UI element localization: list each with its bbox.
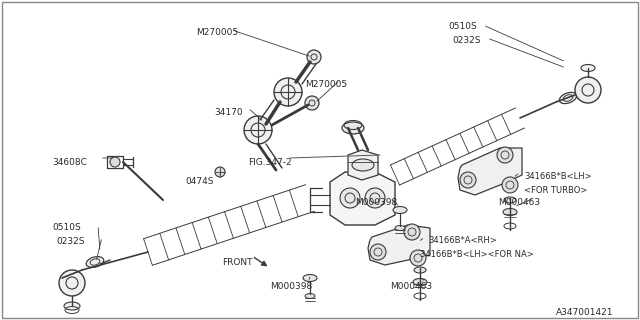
Text: <FOR TURBO>: <FOR TURBO>: [524, 186, 588, 195]
Text: FRONT: FRONT: [222, 258, 253, 267]
Ellipse shape: [414, 267, 426, 273]
Circle shape: [575, 77, 601, 103]
Circle shape: [215, 167, 225, 177]
Ellipse shape: [303, 275, 317, 282]
Text: A347001421: A347001421: [556, 308, 614, 317]
Circle shape: [460, 172, 476, 188]
Text: FIG.347-2: FIG.347-2: [248, 158, 292, 167]
Text: 0510S: 0510S: [448, 22, 477, 31]
Ellipse shape: [503, 209, 517, 215]
Circle shape: [340, 188, 360, 208]
Ellipse shape: [352, 159, 374, 171]
Ellipse shape: [86, 257, 104, 268]
Circle shape: [305, 96, 319, 110]
Text: M000463: M000463: [498, 198, 540, 207]
Ellipse shape: [413, 278, 427, 285]
Polygon shape: [330, 172, 395, 225]
Circle shape: [410, 250, 426, 266]
Text: 34166B*A<RH>: 34166B*A<RH>: [428, 236, 497, 245]
Polygon shape: [368, 225, 430, 265]
Text: 0232S: 0232S: [56, 237, 84, 246]
Ellipse shape: [581, 65, 595, 71]
Ellipse shape: [64, 302, 80, 310]
Ellipse shape: [559, 92, 577, 104]
Circle shape: [502, 177, 518, 193]
Text: M270005: M270005: [196, 28, 238, 37]
Text: M270005: M270005: [305, 80, 347, 89]
Circle shape: [497, 147, 513, 163]
Circle shape: [404, 224, 420, 240]
Circle shape: [110, 157, 120, 167]
Text: 34170: 34170: [214, 108, 243, 117]
Text: 34166B*B<LH><FOR NA>: 34166B*B<LH><FOR NA>: [420, 250, 534, 259]
Ellipse shape: [393, 206, 407, 213]
Text: 34166B*B<LH>: 34166B*B<LH>: [524, 172, 591, 181]
Text: 34608C: 34608C: [52, 158, 87, 167]
Polygon shape: [458, 148, 522, 195]
Polygon shape: [348, 150, 378, 180]
Circle shape: [365, 188, 385, 208]
Circle shape: [274, 78, 302, 106]
Text: M000398: M000398: [355, 198, 397, 207]
Text: M000398: M000398: [270, 282, 312, 291]
Ellipse shape: [504, 197, 516, 203]
Text: M000463: M000463: [390, 282, 432, 291]
Ellipse shape: [305, 293, 315, 299]
Text: 0232S: 0232S: [452, 36, 481, 45]
Circle shape: [370, 244, 386, 260]
Circle shape: [244, 116, 272, 144]
Circle shape: [307, 50, 321, 64]
Text: 0474S: 0474S: [185, 177, 214, 186]
Text: 0510S: 0510S: [52, 223, 81, 232]
Circle shape: [59, 270, 85, 296]
Ellipse shape: [342, 122, 364, 134]
Ellipse shape: [395, 226, 405, 230]
